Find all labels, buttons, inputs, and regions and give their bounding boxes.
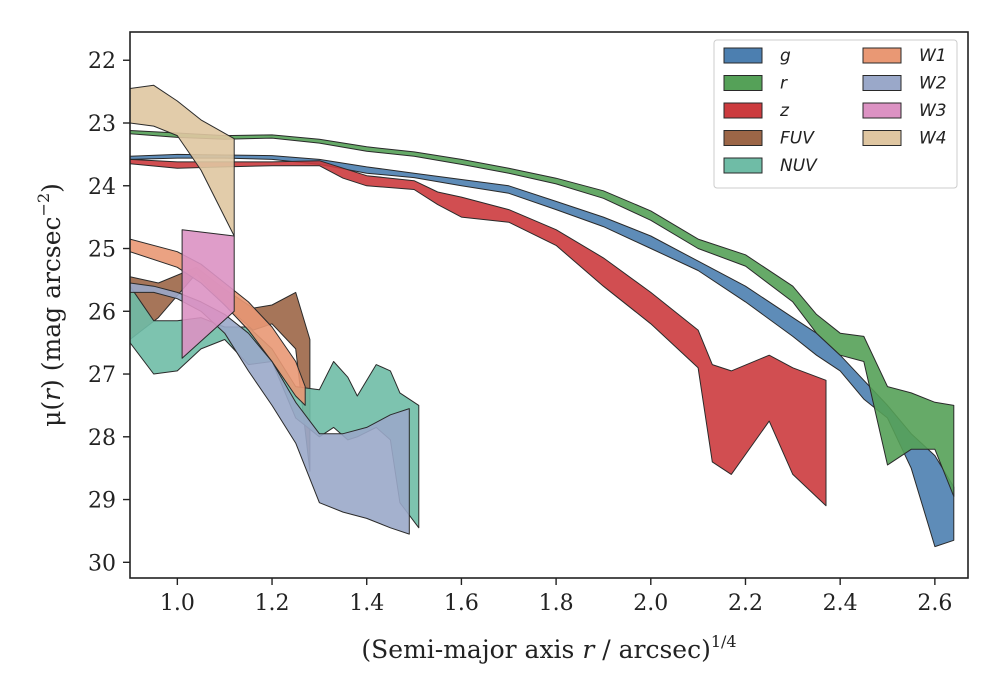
legend-swatch-w4 — [862, 130, 902, 146]
x-tick-label: 1.2 — [255, 591, 290, 616]
y-tick-label: 26 — [88, 300, 116, 325]
legend-label-nuv: NUV — [780, 156, 818, 176]
x-tick-label: 2.4 — [823, 591, 858, 616]
axes-frame — [129, 31, 969, 579]
legend-swatch-nuv — [723, 157, 763, 174]
y-axis-label: μ(r) (mag arcsec−2) — [34, 183, 66, 427]
y-axis: 22 23 24 25 26 27 28 29 30 — [88, 49, 130, 576]
y-tick-label: 27 — [88, 363, 116, 388]
legend-label-w4: W4 — [919, 129, 947, 149]
x-tick-label: 2.2 — [728, 591, 763, 616]
band-w3 — [181, 229, 235, 359]
y-tick-label: 22 — [88, 49, 116, 74]
x-axis: 1.0 1.2 1.4 1.6 1.8 2.0 2.2 2.4 2.6 — [160, 578, 952, 616]
y-tick-label: 24 — [88, 175, 116, 200]
y-tick-label: 23 — [88, 112, 116, 137]
legend-label-w2: W2 — [919, 74, 947, 94]
x-tick-label: 1.8 — [539, 591, 574, 616]
x-tick-label: 2.6 — [917, 591, 952, 616]
band-g — [130, 153, 955, 548]
legend-swatch-w3 — [862, 102, 902, 119]
legend-label-z: z — [779, 101, 790, 121]
legend-label-w1: W1 — [919, 46, 947, 66]
legend-swatch-g — [723, 47, 763, 64]
y-tick-label: 29 — [88, 489, 116, 514]
y-tick-label: 28 — [88, 426, 116, 451]
y-tick-label: 30 — [88, 551, 116, 576]
x-tick-label: 1.0 — [160, 591, 195, 616]
band-r — [130, 130, 955, 497]
band-w4 — [130, 84, 235, 237]
x-tick-label: 2.0 — [633, 591, 668, 616]
legend-label-fuv: FUV — [780, 129, 815, 149]
x-tick-label: 1.4 — [349, 591, 384, 616]
legend-swatch-w1 — [862, 47, 902, 64]
y-tick-label: 25 — [88, 238, 116, 263]
x-axis-label: (Semi-major axis r / arcsec)1/4 — [361, 632, 736, 664]
legend: grz FUV NUV W1 W2 W3 W4 — [713, 39, 958, 189]
legend-label-g: g — [780, 46, 791, 66]
x-tick-label: 1.6 — [444, 591, 479, 616]
legend-swatch-w2 — [862, 75, 902, 91]
legend-label-r: r — [780, 74, 788, 94]
legend-swatch-fuv — [723, 130, 763, 146]
legend-swatch-z — [723, 102, 763, 119]
legend-label-w3: W3 — [919, 101, 947, 121]
band-z — [130, 158, 827, 507]
legend-swatch-r — [723, 75, 763, 91]
plot-area — [130, 84, 955, 548]
